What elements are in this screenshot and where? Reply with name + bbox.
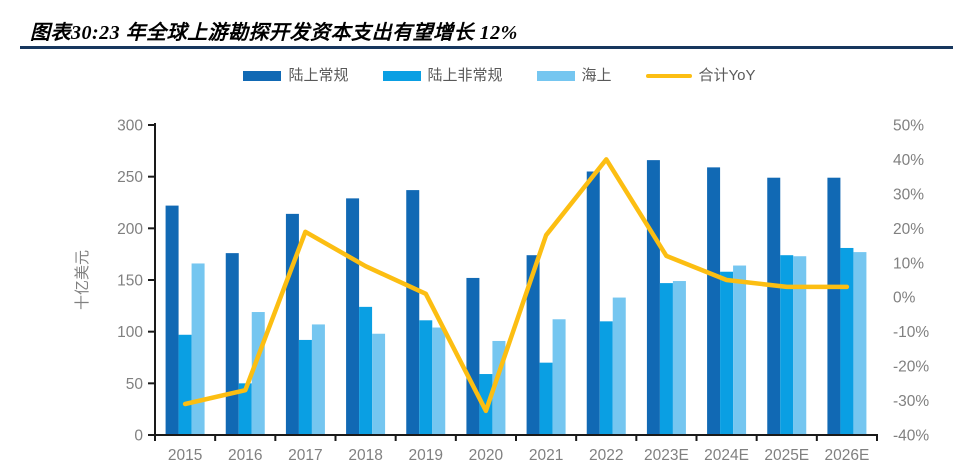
bar-2016-onshore-conventional bbox=[225, 253, 239, 435]
bar-2026E-onshore-conventional bbox=[827, 177, 841, 435]
legend-label: 合计YoY bbox=[698, 67, 756, 84]
right-axis-tick-label: -30% bbox=[893, 393, 929, 410]
right-axis-tick-label: 0% bbox=[893, 290, 916, 307]
legend-item-onshore-unconventional: 陆上非常规 bbox=[382, 66, 503, 86]
x-axis-label: 2026E bbox=[825, 447, 870, 464]
left-axis-title: 十亿美元 bbox=[74, 250, 91, 310]
left-axis-tick-label: 250 bbox=[117, 169, 143, 186]
bar-2025E-onshore-unconventional bbox=[780, 255, 794, 435]
x-axis-label: 2018 bbox=[348, 447, 382, 464]
right-axis-tick-label: 40% bbox=[893, 152, 924, 169]
bar-2019-offshore bbox=[432, 327, 446, 435]
x-axis-label: 2020 bbox=[469, 447, 504, 464]
x-axis-label: 2017 bbox=[288, 447, 322, 464]
bar-2022-onshore-conventional bbox=[586, 171, 600, 435]
x-axis-label: 2016 bbox=[228, 447, 262, 464]
legend-swatch-onshore-unconventional-icon bbox=[382, 71, 421, 81]
legend-label: 陆上非常规 bbox=[427, 67, 503, 84]
right-axis-tick-label: -20% bbox=[893, 359, 929, 376]
bar-2020-onshore-conventional bbox=[466, 277, 480, 435]
bar-2024E-onshore-unconventional bbox=[720, 271, 734, 435]
chart-title: 图表30:23 年全球上游勘探开发资本支出有望增长 12% bbox=[30, 22, 518, 44]
bar-2015-onshore-unconventional bbox=[178, 334, 192, 435]
bar-2021-onshore-conventional bbox=[526, 255, 540, 435]
bar-2022-offshore bbox=[612, 297, 626, 435]
right-axis-tick-label: -40% bbox=[893, 428, 929, 445]
bar-2021-onshore-unconventional bbox=[539, 362, 553, 435]
title-underline bbox=[20, 46, 953, 49]
total-yoy-line bbox=[182, 157, 850, 414]
legend-item-total-yoy: 合计YoY bbox=[645, 66, 756, 86]
combo-chart-svg: 0 50 100 150 200 250 300 -40% -30% -20% -10% 0% 10% 2… bbox=[74, 118, 929, 465]
legend-item-offshore: 海上 bbox=[536, 66, 612, 86]
x-axis-label: 2025E bbox=[764, 447, 809, 464]
bar-2023E-offshore bbox=[672, 281, 686, 435]
bar-2023E-onshore-unconventional bbox=[659, 283, 673, 435]
plot-area: 0 50 100 150 200 250 300 -40% -30% -20% -10% 0% 10% 2… bbox=[0, 95, 973, 476]
bar-2021-offshore bbox=[552, 319, 566, 435]
right-axis-tick-label: 30% bbox=[893, 186, 924, 203]
x-axis-label: 2021 bbox=[529, 447, 563, 464]
x-axis-label: 2022 bbox=[589, 447, 623, 464]
legend-swatch-onshore-conventional-icon bbox=[243, 71, 282, 81]
left-axis-tick-label: 100 bbox=[117, 324, 143, 341]
left-axis-tick-label: 300 bbox=[117, 118, 143, 135]
x-axis-label: 2019 bbox=[409, 447, 443, 464]
bar-2018-onshore-unconventional bbox=[359, 306, 373, 435]
bar-2018-offshore bbox=[372, 333, 386, 435]
bar-2015-onshore-conventional bbox=[165, 205, 179, 435]
legend-item-onshore-conventional: 陆上常规 bbox=[243, 66, 349, 86]
bar-2018-onshore-conventional bbox=[346, 198, 360, 435]
right-axis-tick-label: 20% bbox=[893, 221, 924, 238]
bar-2025E-onshore-conventional bbox=[767, 177, 781, 435]
bar-2023E-onshore-conventional bbox=[646, 160, 660, 435]
x-axis-label: 2015 bbox=[168, 447, 202, 464]
legend-swatch-total-yoy-line-icon bbox=[645, 74, 692, 78]
legend-label: 海上 bbox=[581, 67, 612, 84]
bar-2024E-offshore bbox=[733, 265, 747, 435]
left-axis-tick-label: 0 bbox=[134, 428, 143, 445]
bar-2015-offshore bbox=[191, 263, 205, 435]
legend-label: 陆上常规 bbox=[288, 67, 349, 84]
bar-2019-onshore-unconventional bbox=[419, 320, 433, 435]
bar-2022-onshore-unconventional bbox=[599, 321, 613, 435]
chart-legend: 陆上常规 陆上非常规 海上 合计YoY bbox=[0, 66, 973, 86]
bar-2017-onshore-unconventional bbox=[298, 339, 312, 435]
right-axis-tick-label: 10% bbox=[893, 255, 924, 272]
right-axis-tick-label: 50% bbox=[893, 118, 924, 135]
bar-2024E-onshore-conventional bbox=[707, 167, 721, 435]
bar-2017-onshore-conventional bbox=[285, 213, 299, 435]
legend-swatch-offshore-icon bbox=[536, 71, 575, 81]
x-axis-label: 2024E bbox=[704, 447, 749, 464]
right-axis-tick-label: -10% bbox=[893, 324, 929, 341]
bar-2025E-offshore bbox=[793, 256, 807, 435]
bar-2019-onshore-conventional bbox=[406, 190, 420, 435]
bar-2026E-onshore-unconventional bbox=[840, 247, 854, 435]
bar-2017-offshore bbox=[311, 324, 325, 435]
left-axis-tick-label: 200 bbox=[117, 221, 143, 238]
left-axis-tick-label: 150 bbox=[117, 273, 143, 290]
bar-2016-onshore-unconventional bbox=[238, 383, 252, 435]
bar-2026E-offshore bbox=[853, 252, 867, 435]
x-axis-label: 2023E bbox=[644, 447, 689, 464]
left-axis-tick-label: 50 bbox=[126, 376, 144, 393]
